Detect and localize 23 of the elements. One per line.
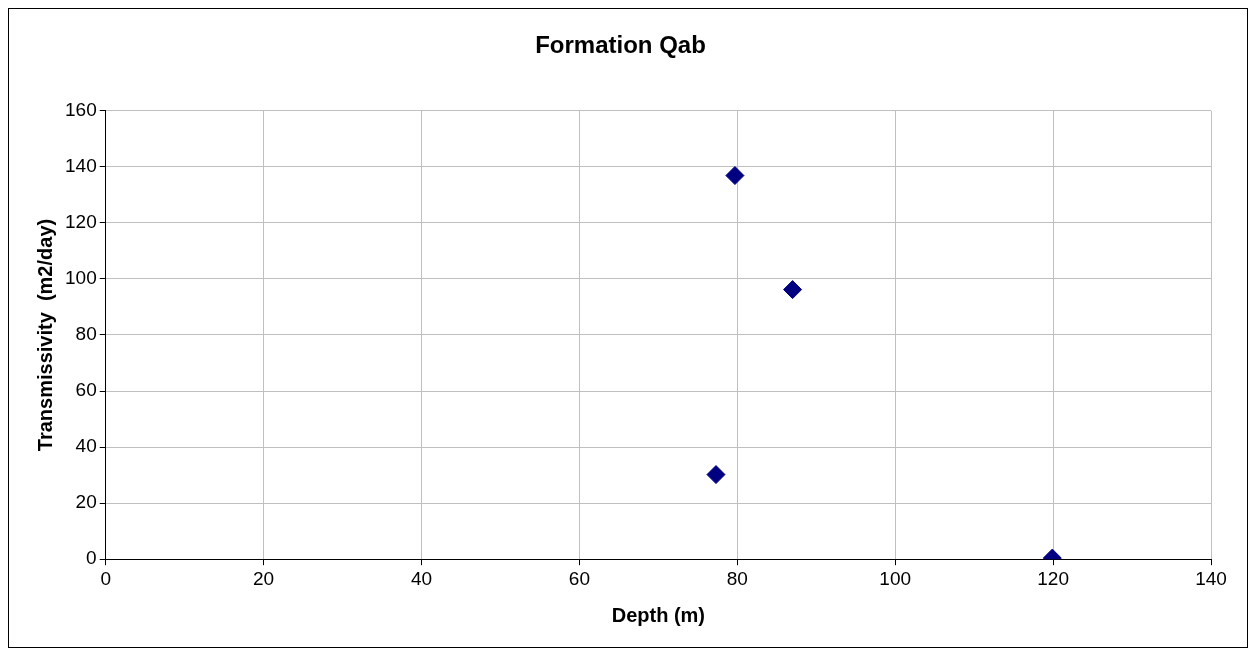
- x-tick-label: 80: [726, 567, 748, 589]
- y-axis-title: Transmissivity (m2/day): [33, 218, 56, 452]
- y-tick-label: 100: [65, 267, 97, 289]
- x-tick-label: 40: [410, 567, 433, 589]
- point: [725, 166, 745, 186]
- point: [706, 465, 726, 485]
- point: [783, 280, 803, 300]
- y-tick-label: 60: [75, 379, 97, 401]
- x-tick-label: 140: [1195, 567, 1227, 589]
- chart-title: Formation Qab: [535, 31, 706, 59]
- y-tick-label: 120: [65, 211, 97, 233]
- x-axis-title: Depth (m): [611, 603, 706, 626]
- x-tick-label: 100: [879, 567, 912, 589]
- y-tick-label: 160: [65, 99, 97, 121]
- x-tick-label: 120: [1037, 567, 1069, 589]
- x-tick-label: 20: [253, 567, 275, 589]
- y-tick-label: 40: [75, 435, 97, 457]
- x-tick-label: 0: [100, 567, 111, 589]
- y-tick-label: 140: [65, 155, 97, 177]
- x-tick-label: 60: [568, 567, 590, 589]
- y-tick-label: 80: [75, 323, 97, 345]
- y-tick-label: 20: [75, 491, 97, 513]
- y-tick-label: 0: [86, 547, 97, 569]
